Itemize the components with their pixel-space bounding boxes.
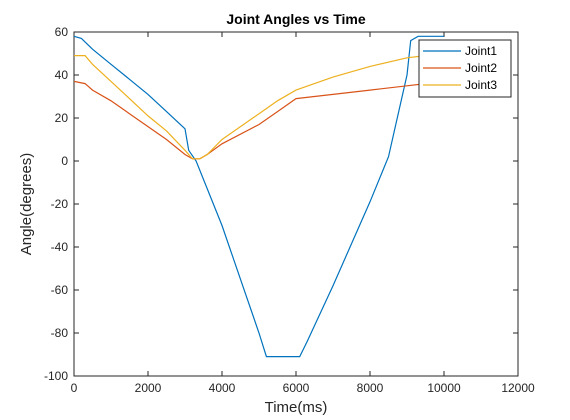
y-tick-label: 20: [55, 111, 69, 125]
legend-label: Joint1: [465, 44, 497, 58]
y-axis-label: Angle(degrees): [18, 153, 35, 256]
axis-ticks: 0 2000 4000 6000 8000 10000 12000 -100 -80 -60 -40…: [44, 25, 535, 395]
y-tick-label: -20: [51, 197, 69, 211]
series-lines: [73, 35, 444, 358]
legend: Joint1 Joint2 Joint3: [418, 39, 512, 98]
x-tick-label: 8000: [357, 381, 384, 395]
x-tick-label: 6000: [283, 381, 310, 395]
x-tick-label: 10000: [427, 381, 461, 395]
y-tick-label: -80: [51, 326, 69, 340]
y-tick-label: 0: [61, 154, 68, 168]
series-line-joint1: [73, 35, 444, 358]
series-line-joint3: [74, 54, 444, 160]
y-tick-label: -100: [44, 369, 68, 383]
y-tick-label: -40: [51, 240, 69, 254]
x-tick-label: 4000: [209, 381, 236, 395]
x-tick-label: 2000: [135, 381, 162, 395]
y-tick-label: 60: [55, 25, 69, 39]
x-tick-label: 0: [71, 381, 78, 395]
y-tick-label: 40: [55, 68, 69, 82]
x-tick-label: 12000: [501, 381, 535, 395]
legend-label: Joint2: [465, 61, 497, 75]
y-tick-label: -60: [51, 283, 69, 297]
chart-title: Joint Angles vs Time: [226, 11, 365, 27]
x-axis-label: Time(ms): [265, 399, 328, 416]
legend-label: Joint3: [465, 78, 497, 92]
